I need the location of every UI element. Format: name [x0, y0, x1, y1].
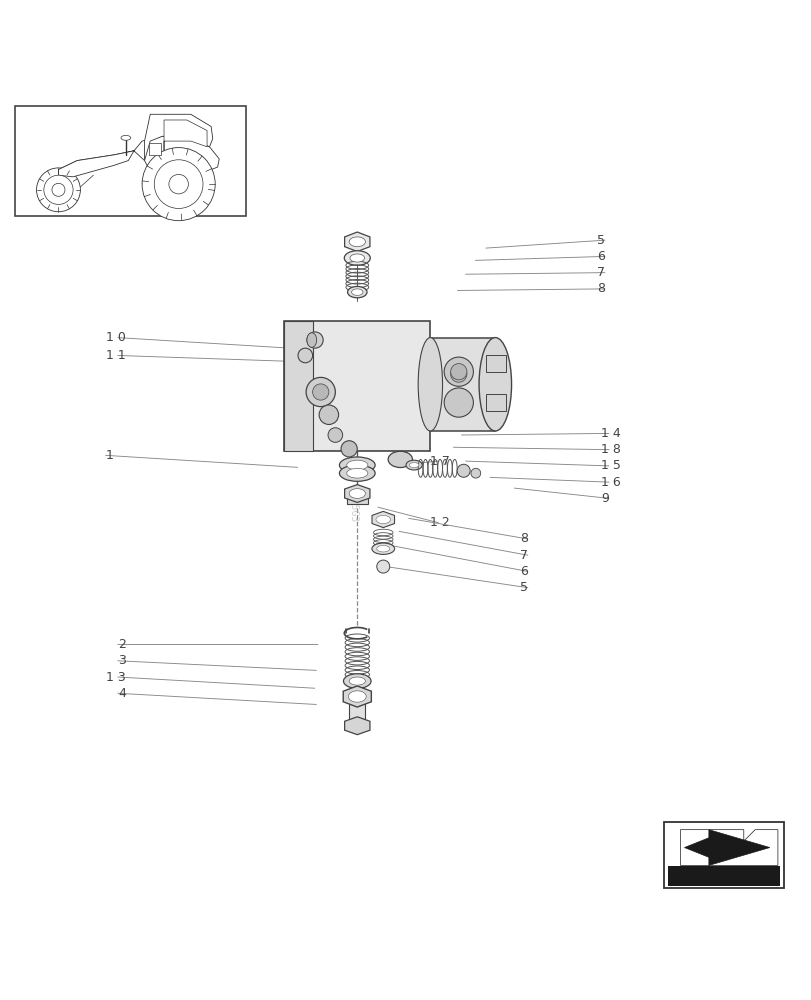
- Polygon shape: [344, 717, 370, 735]
- Ellipse shape: [347, 286, 367, 298]
- Text: 1 4: 1 4: [600, 427, 620, 440]
- Ellipse shape: [339, 457, 375, 473]
- Text: 1 0: 1 0: [106, 331, 126, 344]
- Text: 1-35G3: 1-35G3: [348, 488, 358, 523]
- Ellipse shape: [375, 515, 390, 524]
- Text: 1 1: 1 1: [106, 349, 126, 362]
- Ellipse shape: [346, 468, 367, 478]
- Ellipse shape: [349, 237, 365, 247]
- Ellipse shape: [344, 251, 370, 265]
- Text: 4: 4: [118, 687, 126, 700]
- Ellipse shape: [406, 460, 422, 470]
- Text: 5: 5: [519, 581, 527, 594]
- Polygon shape: [58, 151, 134, 177]
- Ellipse shape: [418, 338, 442, 431]
- Bar: [284, 321, 430, 451]
- Circle shape: [444, 357, 473, 386]
- Text: 5: 5: [596, 234, 604, 247]
- Bar: [346, 494, 367, 504]
- Text: 3: 3: [118, 654, 126, 667]
- Text: 7: 7: [519, 549, 527, 562]
- Circle shape: [444, 388, 473, 417]
- Polygon shape: [344, 232, 370, 252]
- Circle shape: [169, 174, 188, 194]
- Ellipse shape: [343, 674, 371, 688]
- Ellipse shape: [371, 543, 394, 554]
- Polygon shape: [144, 114, 212, 161]
- Polygon shape: [684, 830, 769, 865]
- Polygon shape: [164, 120, 207, 151]
- Text: 1 8: 1 8: [600, 443, 620, 456]
- Text: 6: 6: [519, 565, 527, 578]
- Ellipse shape: [388, 451, 412, 468]
- Text: 8: 8: [519, 532, 527, 545]
- Circle shape: [341, 441, 357, 457]
- Text: 2: 2: [118, 638, 126, 651]
- Polygon shape: [58, 136, 219, 177]
- Text: 1 6: 1 6: [600, 476, 620, 489]
- Circle shape: [154, 160, 203, 208]
- Bar: [663, 822, 783, 888]
- Bar: [485, 394, 505, 411]
- Bar: [284, 321, 312, 451]
- Bar: [349, 692, 365, 719]
- Text: 7: 7: [596, 266, 604, 279]
- Polygon shape: [344, 485, 370, 502]
- Bar: [430, 338, 495, 431]
- Ellipse shape: [121, 135, 131, 140]
- Ellipse shape: [350, 254, 364, 262]
- Bar: [15, 106, 246, 216]
- Circle shape: [306, 377, 335, 407]
- Circle shape: [457, 464, 470, 477]
- Text: 8: 8: [596, 282, 604, 295]
- Ellipse shape: [409, 463, 418, 468]
- Circle shape: [319, 405, 338, 424]
- Ellipse shape: [348, 691, 366, 702]
- Ellipse shape: [307, 333, 316, 347]
- Ellipse shape: [351, 289, 363, 295]
- Circle shape: [450, 364, 466, 380]
- Polygon shape: [343, 686, 371, 707]
- Circle shape: [307, 332, 323, 348]
- Ellipse shape: [376, 545, 389, 552]
- Text: 1 3: 1 3: [106, 671, 126, 684]
- Bar: [667, 866, 779, 886]
- Circle shape: [142, 148, 215, 221]
- Polygon shape: [148, 143, 161, 155]
- Text: 1 7: 1 7: [430, 455, 449, 468]
- Ellipse shape: [478, 338, 511, 431]
- Text: 1 2: 1 2: [430, 516, 449, 529]
- Circle shape: [376, 560, 389, 573]
- Circle shape: [312, 384, 328, 400]
- Circle shape: [470, 468, 480, 478]
- Circle shape: [328, 428, 342, 442]
- Ellipse shape: [339, 465, 375, 481]
- Text: 9: 9: [600, 492, 608, 505]
- Circle shape: [298, 348, 312, 363]
- Circle shape: [44, 175, 73, 204]
- Circle shape: [36, 168, 80, 212]
- Circle shape: [450, 366, 466, 382]
- Ellipse shape: [349, 489, 365, 498]
- Ellipse shape: [349, 677, 365, 685]
- Ellipse shape: [346, 460, 367, 470]
- Polygon shape: [680, 830, 777, 865]
- Polygon shape: [371, 511, 394, 528]
- Text: 1: 1: [105, 449, 114, 462]
- Text: 1 5: 1 5: [600, 459, 620, 472]
- Bar: [485, 355, 505, 372]
- Text: 6: 6: [596, 250, 604, 263]
- Circle shape: [52, 183, 65, 196]
